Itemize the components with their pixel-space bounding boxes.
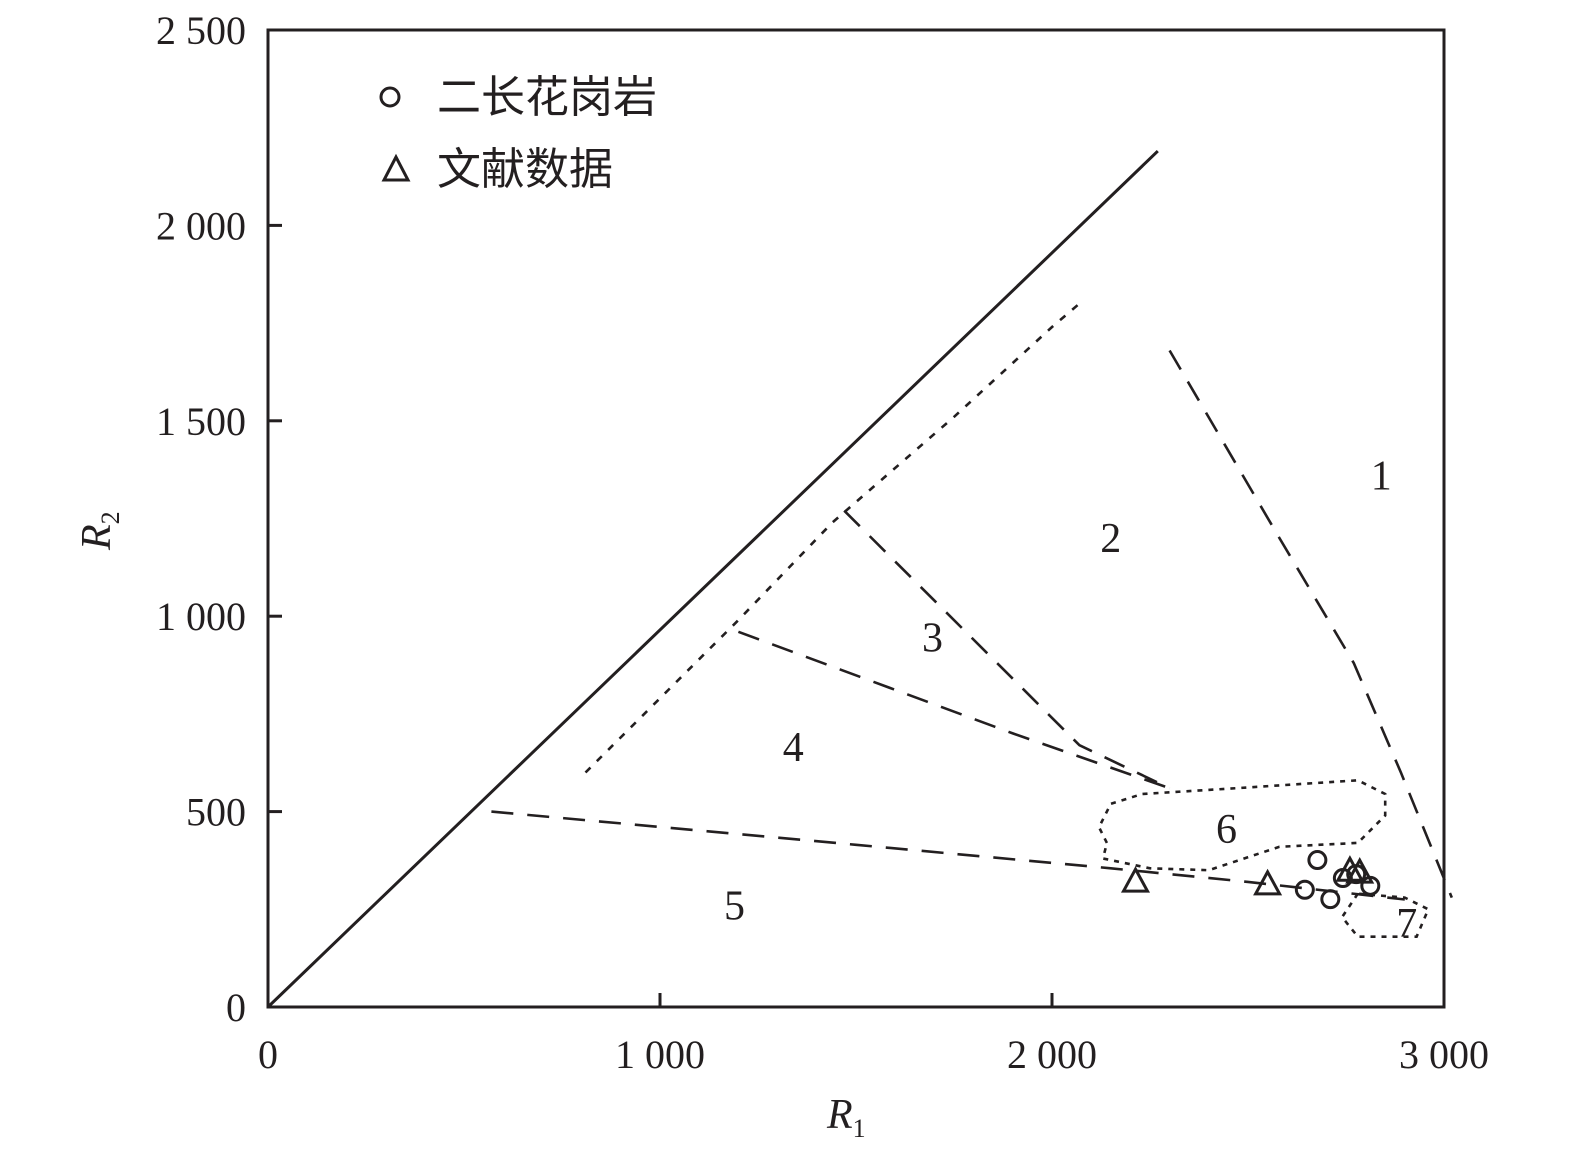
y-tick-label-0: 0 bbox=[226, 985, 246, 1030]
region-label-6: 6 bbox=[1216, 807, 1237, 853]
legend-circle-marker bbox=[379, 86, 401, 108]
point-monzogranite-1 bbox=[1307, 850, 1328, 871]
reference-line-4 bbox=[843, 509, 1171, 790]
legend-triangle-marker bbox=[381, 153, 411, 182]
x-tick-label-0: 0 bbox=[258, 1032, 278, 1077]
region-label-4: 4 bbox=[783, 725, 804, 771]
legend-label-literature-data: 文献数据 bbox=[437, 144, 613, 195]
region-label-7: 7 bbox=[1396, 901, 1417, 947]
point-literature-2 bbox=[1253, 868, 1283, 896]
x-tick-label-2000: 2 000 bbox=[1007, 1032, 1097, 1077]
y-axis-title: R2 bbox=[74, 511, 125, 551]
data-points bbox=[1120, 850, 1381, 910]
reference-line-8 bbox=[1340, 892, 1430, 939]
axis-tick-labels: 0 1 000 2 000 3 000 0 500 1 000 1 500 2 000 2 500 bbox=[156, 8, 1489, 1077]
y-tick-label-1000: 1 000 bbox=[156, 594, 246, 639]
point-literature-1 bbox=[1120, 866, 1151, 893]
reference-line-2 bbox=[584, 302, 1081, 774]
region-label-1: 1 bbox=[1371, 454, 1392, 500]
y-tick-label-2500: 2 500 bbox=[156, 8, 246, 53]
point-monzogranite-6 bbox=[1320, 889, 1341, 910]
reference-line-5 bbox=[737, 630, 1171, 790]
region-labels: 1 2 3 4 5 6 7 bbox=[724, 454, 1417, 947]
region-label-2: 2 bbox=[1100, 516, 1121, 562]
legend: 二长花岗岩 文献数据 bbox=[379, 72, 657, 195]
x-axis-title: R1 bbox=[826, 1092, 866, 1143]
reference-line-6 bbox=[491, 810, 1405, 901]
region-label-5: 5 bbox=[724, 883, 745, 929]
x-tick-label-1000: 1 000 bbox=[615, 1032, 705, 1077]
y-tick-label-1500: 1 500 bbox=[156, 399, 246, 444]
region-label-3: 3 bbox=[922, 616, 943, 662]
reference-line-3 bbox=[1168, 349, 1454, 899]
y-tick-label-500: 500 bbox=[186, 790, 246, 835]
y-tick-label-2000: 2 000 bbox=[156, 203, 246, 248]
reference-lines bbox=[266, 150, 1454, 1009]
plot-frame bbox=[266, 28, 1446, 1009]
reference-line-1 bbox=[266, 150, 1159, 1009]
point-literature-4 bbox=[1345, 857, 1375, 884]
point-monzogranite-2 bbox=[1294, 879, 1315, 900]
axis-ticks bbox=[266, 28, 1446, 1009]
legend-label-monzogranite: 二长花岗岩 bbox=[437, 72, 657, 123]
reference-line-7 bbox=[1097, 778, 1387, 872]
x-tick-label-3000: 3 000 bbox=[1399, 1032, 1489, 1077]
